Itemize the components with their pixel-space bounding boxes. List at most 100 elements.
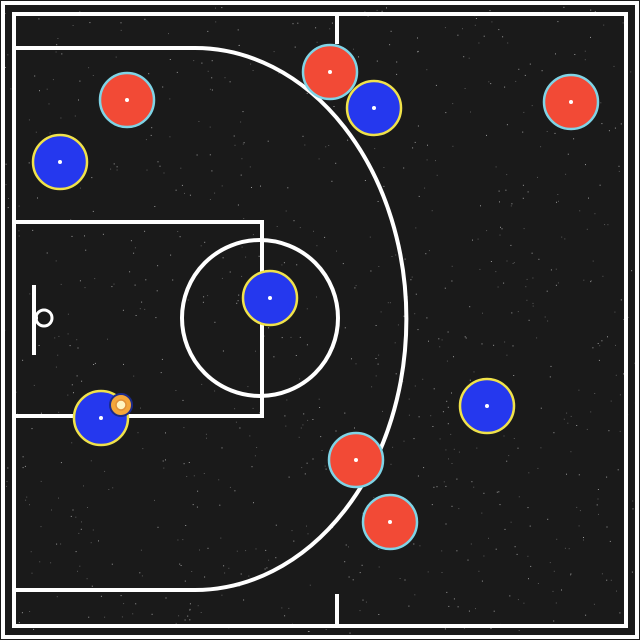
floor-speckle	[616, 590, 617, 592]
floor-speckle	[151, 613, 153, 615]
floor-speckle	[205, 433, 207, 435]
floor-speckle	[241, 158, 243, 160]
floor-speckle	[67, 333, 69, 335]
floor-speckle	[370, 270, 372, 272]
floor-speckle	[585, 614, 587, 616]
floor-speckle	[512, 345, 514, 347]
floor-speckle	[209, 88, 211, 90]
floor-speckle	[380, 311, 382, 313]
floor-speckle	[631, 571, 633, 573]
floor-speckle	[590, 411, 592, 413]
player-red-4[interactable]	[327, 431, 385, 489]
floor-speckle	[565, 173, 567, 175]
floor-speckle	[344, 327, 346, 329]
floor-speckle	[309, 584, 311, 586]
floor-speckle	[433, 388, 435, 390]
floor-speckle	[18, 230, 20, 232]
floor-speckle	[478, 42, 480, 44]
floor-speckle	[472, 239, 473, 241]
floor-speckle	[89, 22, 91, 24]
floor-speckle	[331, 22, 333, 24]
floor-speckle	[554, 132, 556, 134]
floor-speckle	[361, 564, 363, 566]
floor-speckle	[451, 265, 453, 267]
floor-speckle	[458, 508, 460, 510]
floor-speckle	[609, 540, 611, 542]
player-blue-4[interactable]	[458, 377, 516, 435]
floor-speckle	[306, 525, 307, 527]
floor-speckle	[358, 56, 359, 58]
floor-speckle	[403, 315, 405, 317]
floor-speckle	[193, 60, 195, 62]
floor-speckle	[505, 189, 507, 191]
floor-speckle	[514, 546, 516, 548]
player-blue-2[interactable]	[345, 79, 403, 137]
floor-speckle	[88, 616, 90, 618]
floor-speckle	[307, 533, 309, 535]
floor-speckle	[85, 249, 87, 251]
ball[interactable]	[109, 393, 133, 417]
player-blue-3[interactable]	[241, 269, 299, 327]
floor-speckle	[221, 185, 223, 187]
floor-speckle	[446, 360, 448, 362]
floor-speckle	[568, 548, 570, 550]
floor-speckle	[248, 575, 250, 577]
floor-speckle	[457, 606, 459, 608]
floor-speckle	[255, 548, 257, 550]
floor-speckle	[592, 260, 594, 262]
player-red-1[interactable]	[98, 71, 156, 129]
floor-speckle	[630, 71, 632, 73]
floor-speckle	[383, 185, 385, 187]
floor-speckle	[619, 394, 621, 396]
floor-speckle	[353, 48, 354, 50]
floor-speckle	[453, 448, 455, 450]
floor-speckle	[60, 283, 62, 285]
floor-speckle	[60, 462, 62, 464]
player-red-2[interactable]	[301, 43, 359, 101]
floor-speckle	[483, 492, 485, 494]
floor-speckle	[374, 148, 376, 150]
floor-speckle	[527, 555, 529, 557]
floor-speckle	[586, 228, 588, 230]
floor-speckle	[592, 347, 594, 349]
floor-speckle	[283, 262, 285, 264]
floor-speckle	[187, 299, 189, 301]
floor-speckle	[603, 24, 605, 26]
player-red-5[interactable]	[361, 493, 419, 551]
floor-speckle	[428, 250, 430, 252]
floor-speckle	[517, 599, 519, 601]
floor-speckle	[426, 317, 428, 319]
floor-speckle	[377, 363, 379, 365]
floor-speckle	[389, 302, 391, 304]
floor-speckle	[73, 392, 74, 394]
floor-speckle	[58, 411, 60, 413]
floor-speckle	[354, 427, 355, 429]
player-red-3[interactable]	[542, 73, 600, 131]
floor-speckle	[90, 460, 92, 462]
floor-speckle	[238, 586, 240, 587]
floor-speckle	[302, 135, 304, 137]
floor-speckle	[462, 28, 463, 30]
floor-speckle	[540, 407, 542, 409]
floor-speckle	[197, 490, 199, 492]
floor-speckle	[508, 455, 510, 457]
floor-speckle	[313, 230, 314, 232]
floor-speckle	[376, 60, 378, 62]
floor-speckle	[130, 240, 132, 242]
floor-speckle	[469, 306, 471, 308]
floor-speckle	[243, 142, 245, 144]
floor-speckle	[579, 510, 581, 512]
floor-speckle	[224, 77, 226, 79]
floor-speckle	[528, 578, 529, 580]
floor-speckle	[392, 446, 394, 448]
player-blue-1[interactable]	[31, 133, 89, 191]
floor-speckle	[239, 427, 241, 429]
floor-speckle	[335, 162, 337, 164]
floor-speckle	[91, 177, 93, 179]
floor-speckle	[438, 338, 440, 340]
floor-speckle	[417, 50, 419, 52]
floor-speckle	[396, 61, 398, 63]
floor-speckle	[427, 571, 429, 573]
floor-speckle	[137, 432, 139, 434]
floor-speckle	[144, 308, 146, 310]
